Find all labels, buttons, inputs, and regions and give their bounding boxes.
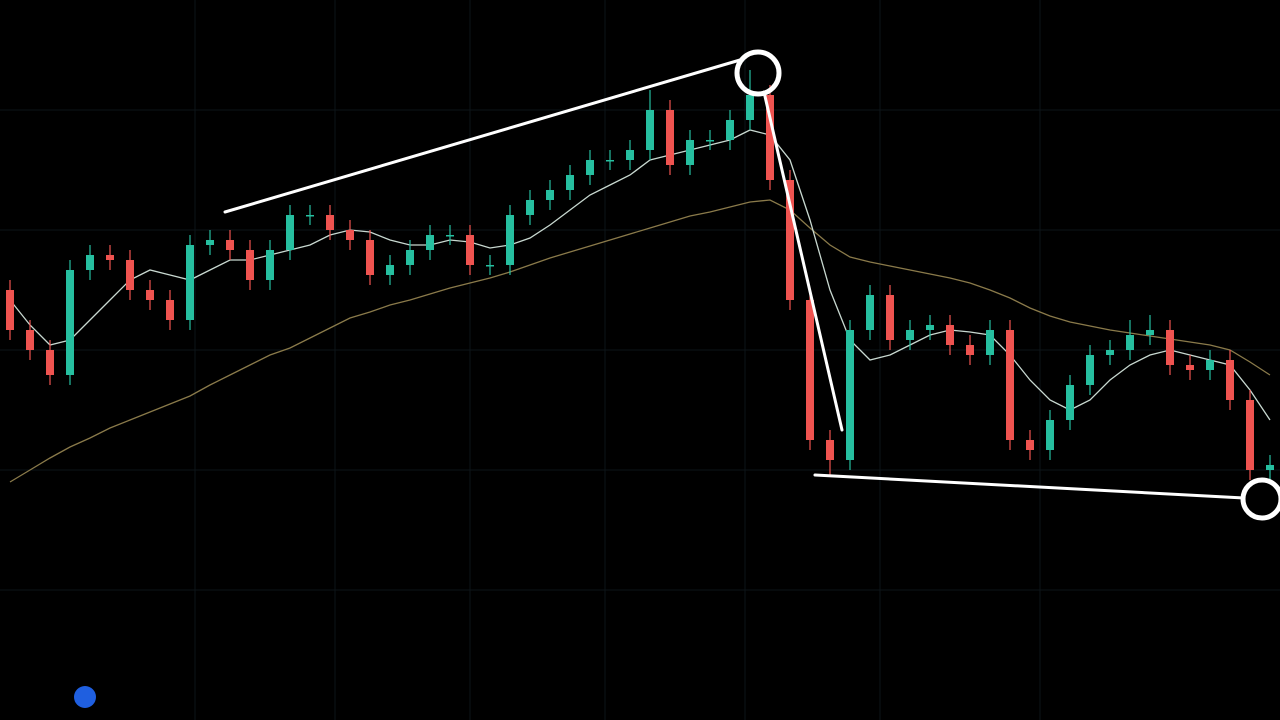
candle-body bbox=[766, 95, 774, 180]
candle-body bbox=[1086, 355, 1094, 385]
candle-body bbox=[526, 200, 534, 215]
candle-body bbox=[926, 325, 934, 330]
candle-body bbox=[466, 235, 474, 265]
candle-body bbox=[426, 235, 434, 250]
candle-body bbox=[66, 270, 74, 375]
plot-area bbox=[6, 70, 1274, 483]
candle-body bbox=[6, 290, 14, 330]
candle-body bbox=[1126, 335, 1134, 350]
candle-body bbox=[146, 290, 154, 300]
candle-body bbox=[726, 120, 734, 140]
candle-body bbox=[846, 330, 854, 460]
candle-body bbox=[306, 215, 314, 217]
candle-body bbox=[546, 190, 554, 200]
candle-body bbox=[1146, 330, 1154, 335]
candle-body bbox=[226, 240, 234, 250]
candle-body bbox=[286, 215, 294, 250]
candle-body bbox=[46, 350, 54, 375]
candle-body bbox=[1106, 350, 1114, 355]
candle-body bbox=[206, 240, 214, 245]
candle-body bbox=[1186, 365, 1194, 370]
candle-body bbox=[966, 345, 974, 355]
candle-body bbox=[326, 215, 334, 230]
candle-body bbox=[266, 250, 274, 280]
trend-line bbox=[813, 473, 1246, 500]
candle-body bbox=[346, 230, 354, 240]
highlight-circle bbox=[1240, 477, 1280, 521]
candle-body bbox=[566, 175, 574, 190]
candle-body bbox=[806, 300, 814, 440]
candle-body bbox=[166, 300, 174, 320]
candle-body bbox=[1246, 400, 1254, 470]
candle-body bbox=[866, 295, 874, 330]
candle-body bbox=[886, 295, 894, 340]
candle-body bbox=[406, 250, 414, 265]
trend-line bbox=[762, 90, 844, 432]
candle-body bbox=[506, 215, 514, 265]
candle-body bbox=[1046, 420, 1054, 450]
candle-body bbox=[1026, 440, 1034, 450]
candle-body bbox=[366, 240, 374, 275]
candle-body bbox=[746, 95, 754, 120]
annotations bbox=[223, 49, 1280, 521]
candle-body bbox=[106, 255, 114, 260]
candle-body bbox=[86, 255, 94, 270]
candle-body bbox=[186, 245, 194, 320]
highlight-circle bbox=[734, 49, 782, 97]
indicator-dot bbox=[74, 686, 96, 708]
candle-body bbox=[126, 260, 134, 290]
candle-body bbox=[586, 160, 594, 175]
trend-line bbox=[223, 58, 742, 214]
moving-average bbox=[9, 129, 1271, 421]
candle-body bbox=[1066, 385, 1074, 420]
candle-body bbox=[906, 330, 914, 340]
candle-body bbox=[946, 325, 954, 345]
candle-body bbox=[986, 330, 994, 355]
candle-body bbox=[706, 140, 714, 142]
candle-body bbox=[1006, 330, 1014, 440]
candle-body bbox=[786, 180, 794, 300]
candle-body bbox=[446, 235, 454, 237]
candle-body bbox=[666, 110, 674, 165]
candle-body bbox=[646, 110, 654, 150]
candle-body bbox=[246, 250, 254, 280]
candle-body bbox=[606, 160, 614, 162]
candle-body bbox=[1226, 360, 1234, 400]
candle-body bbox=[1166, 330, 1174, 365]
moving-average bbox=[9, 199, 1271, 483]
candle-body bbox=[486, 265, 494, 267]
candle-body bbox=[1266, 465, 1274, 470]
candle-body bbox=[26, 330, 34, 350]
candle-body bbox=[626, 150, 634, 160]
candle-body bbox=[686, 140, 694, 165]
candle-body bbox=[826, 440, 834, 460]
candle-body bbox=[386, 265, 394, 275]
candle-body bbox=[1206, 360, 1214, 370]
